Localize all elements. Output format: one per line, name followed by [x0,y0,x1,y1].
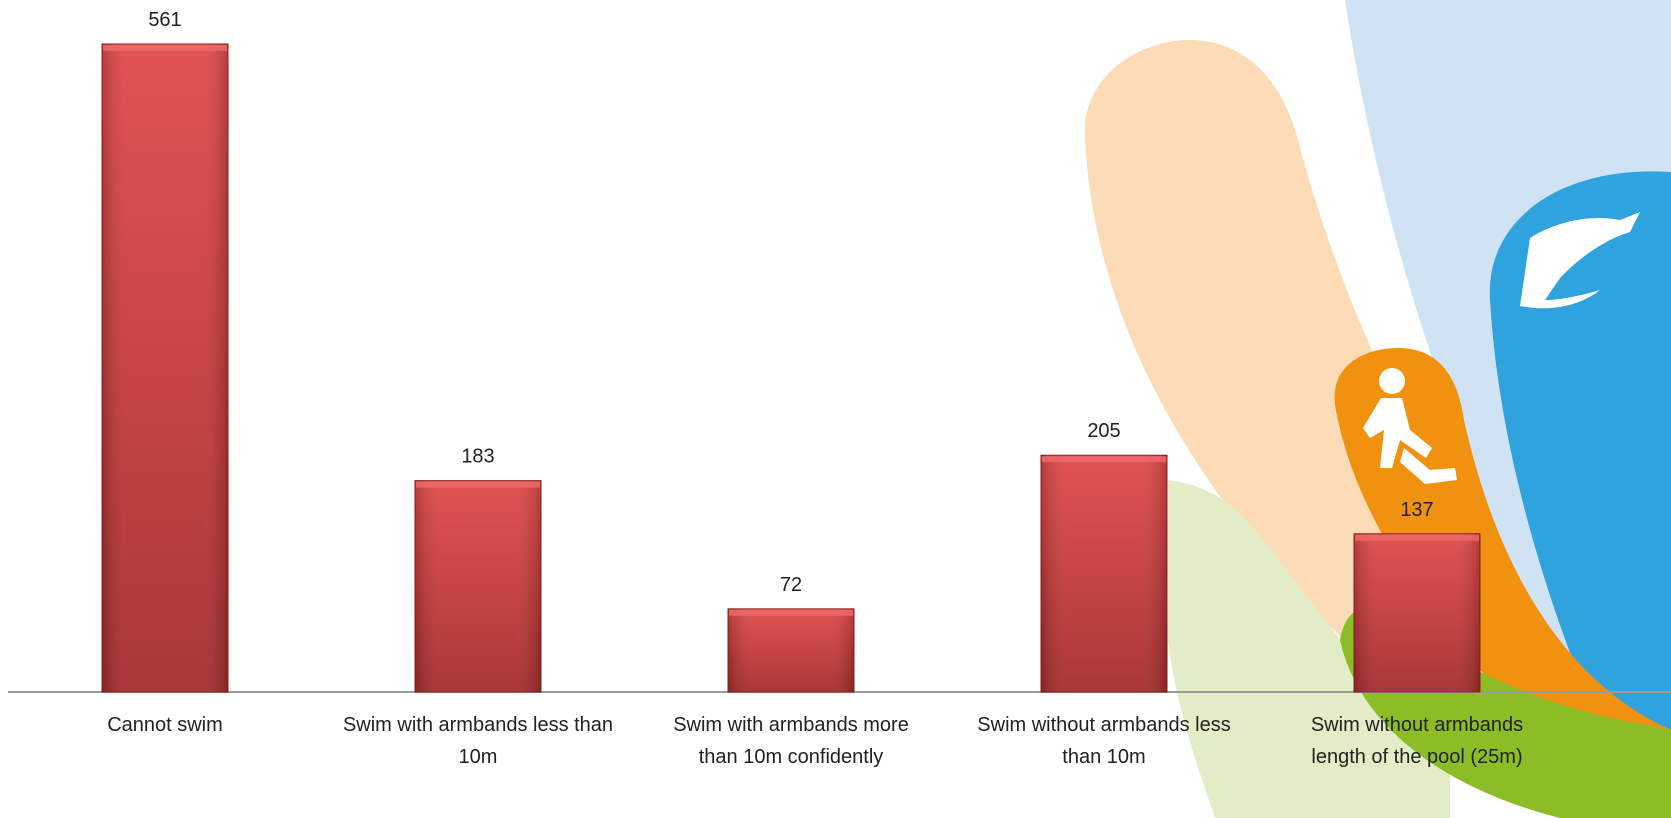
value-labels-group: 561 183 72 205 137 [148,9,1433,596]
bar-shading [728,608,854,692]
bar-top-highlight [416,481,540,488]
value-label: 183 [461,446,494,468]
decor-lightgreen-swoosh [1168,480,1450,818]
category-label: Swim without armbands length of the pool … [1311,714,1523,768]
bar-top-highlight [103,45,227,51]
bar-shading [1354,533,1480,692]
bar-shading [415,480,541,692]
runner-icon [1363,368,1457,484]
value-label: 205 [1087,420,1120,442]
category-labels-group: Cannot swim Swim with armbands less than 1… [107,714,1523,768]
decor-orange-swoosh [1334,348,1671,790]
category-label: Swim without armbands less than 10m [977,714,1230,768]
bar-top-highlight [729,609,853,616]
bar-top-highlight [1355,534,1479,541]
value-label: 72 [780,574,802,596]
decor-blue-swoosh [1489,171,1671,818]
category-label: Swim with armbands less than 10m [343,714,613,768]
bars-group [101,43,1481,693]
category-label: Swim with armbands more than 10m confiden… [673,714,909,768]
bar-shading [102,44,228,692]
bar-top-highlight [1042,456,1166,463]
background-artwork [1084,0,1671,818]
category-label: Cannot swim [107,714,223,736]
value-label: 137 [1400,499,1433,521]
swimmer-icon [1520,212,1640,309]
bar-shading [1041,455,1167,692]
value-label: 561 [148,9,181,31]
